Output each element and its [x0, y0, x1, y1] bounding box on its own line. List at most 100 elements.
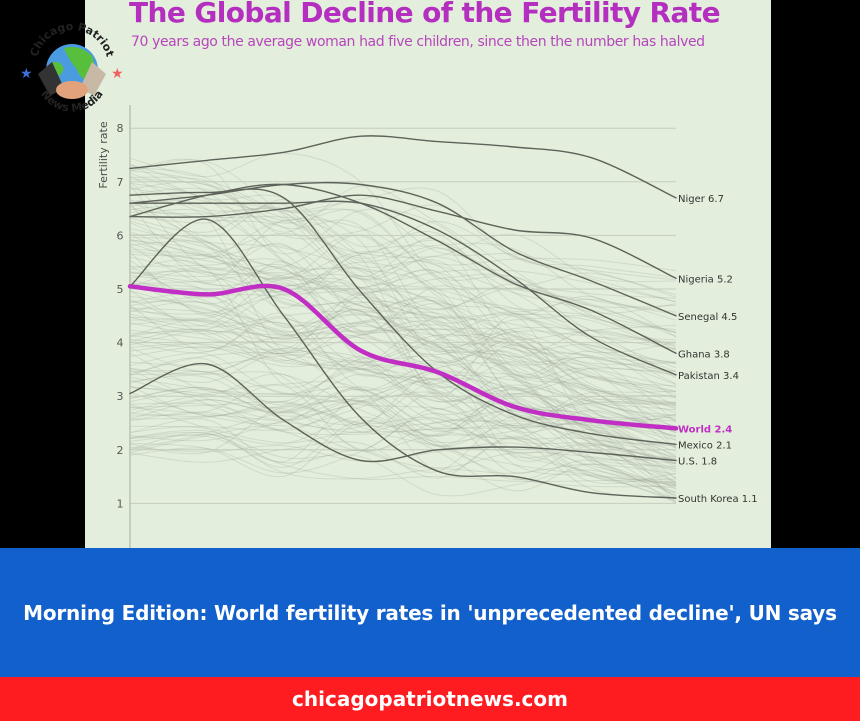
y-tick-label: 2 [117, 444, 124, 457]
background-country-line [129, 373, 677, 420]
background-country-line [129, 207, 677, 372]
background-country-line [129, 238, 677, 403]
background-country-line [129, 187, 677, 331]
background-country-line [129, 221, 677, 298]
background-country-line [129, 182, 677, 315]
background-country-line [129, 209, 677, 473]
background-country-line [129, 259, 677, 494]
background-country-line [129, 349, 677, 391]
background-country-line [129, 272, 677, 314]
background-country-line [129, 406, 677, 455]
background-country-line [129, 429, 677, 500]
background-country-line [129, 299, 677, 489]
series-label-mexico: Mexico 2.1 [678, 440, 732, 451]
series-line-nigeria [129, 194, 677, 279]
background-country-line [129, 321, 677, 490]
globe-land [64, 47, 95, 82]
background-country-line [129, 386, 677, 440]
y-tick-label: 6 [117, 229, 124, 242]
background-country-line [129, 269, 677, 399]
background-country-line [129, 404, 677, 501]
background-country-line [129, 279, 677, 335]
background-country-line [129, 289, 677, 479]
background-country-line [129, 152, 677, 338]
background-country-line [129, 290, 677, 434]
background-country-line [129, 385, 677, 464]
background-country-line [129, 319, 677, 487]
background-country-line [129, 321, 677, 372]
y-tick-label: 7 [117, 176, 124, 189]
background-country-line [129, 163, 677, 303]
background-country-lines [129, 152, 677, 504]
site-banner: chicagopatriotnews.com [0, 677, 860, 721]
series-line-south-korea [129, 218, 677, 499]
background-country-line [129, 227, 677, 423]
background-country-line [129, 292, 677, 355]
background-country-line [129, 384, 677, 468]
y-tick-label: 5 [117, 283, 124, 296]
y-axis-label: Fertility rate [97, 121, 110, 188]
background-country-line [129, 369, 677, 441]
background-country-line [129, 316, 677, 405]
background-country-line [129, 373, 677, 483]
series-line-u-s [129, 362, 677, 463]
background-country-line [129, 352, 677, 411]
background-country-line [129, 407, 677, 502]
background-country-line [129, 406, 677, 470]
background-country-line [129, 317, 677, 365]
series-labels: Niger 6.7 Nigeria 5.2 Senegal 4.5 Ghana 3.8… [678, 194, 758, 505]
background-country-line [129, 352, 677, 395]
star-right-icon: ★ [111, 66, 124, 82]
background-country-line [129, 330, 677, 365]
site-url-link[interactable]: chicagopatriotnews.com [292, 687, 568, 711]
background-country-line [129, 166, 677, 348]
background-country-line [129, 388, 677, 486]
background-country-line [129, 232, 677, 283]
background-country-line [129, 175, 677, 414]
chart-title: The Global Decline of the Fertility Rate [129, 0, 721, 29]
background-country-line [129, 317, 677, 460]
star-left-icon: ★ [20, 66, 33, 82]
series-line-pakistan [129, 200, 677, 376]
background-country-line [129, 181, 677, 281]
background-country-line [129, 221, 677, 458]
background-country-line [129, 293, 677, 341]
background-country-line [129, 295, 677, 449]
y-tick-label: 3 [117, 390, 124, 403]
background-country-line [129, 352, 677, 431]
background-country-line [129, 236, 677, 433]
background-country-line [129, 178, 677, 279]
background-country-line [129, 315, 677, 397]
background-country-line [129, 431, 677, 480]
series-label-senegal: Senegal 4.5 [678, 312, 737, 323]
background-country-line [129, 391, 677, 427]
background-country-line [129, 202, 677, 308]
site-logo: ★ ★ Chicago Patriot News Media [20, 22, 124, 115]
background-country-line [129, 199, 677, 462]
series-label-world: World 2.4 [678, 424, 732, 435]
background-country-line [129, 205, 677, 407]
background-country-line [129, 267, 677, 363]
y-tick-label: 4 [117, 337, 124, 350]
series-label-nigeria: Nigeria 5.2 [678, 274, 733, 285]
background-country-line [129, 415, 677, 473]
series-line-senegal [129, 181, 677, 317]
background-country-line [129, 285, 677, 358]
background-country-line [129, 220, 677, 341]
background-country-line [129, 172, 677, 313]
headline-text[interactable]: Morning Edition: World fertility rates i… [23, 600, 837, 625]
background-country-line [129, 242, 677, 399]
background-country-line [129, 386, 677, 456]
background-country-line [129, 421, 677, 488]
background-country-line [129, 245, 677, 499]
background-country-line [129, 330, 677, 409]
background-country-line [129, 300, 677, 372]
series-label-south-korea: South Korea 1.1 [678, 494, 758, 505]
background-country-line [129, 250, 677, 334]
series-label-niger: Niger 6.7 [678, 194, 724, 205]
chart-panel [85, 0, 771, 548]
background-country-line [129, 376, 677, 436]
background-country-line [129, 374, 677, 446]
background-country-line [129, 248, 677, 364]
background-country-line [129, 278, 677, 496]
